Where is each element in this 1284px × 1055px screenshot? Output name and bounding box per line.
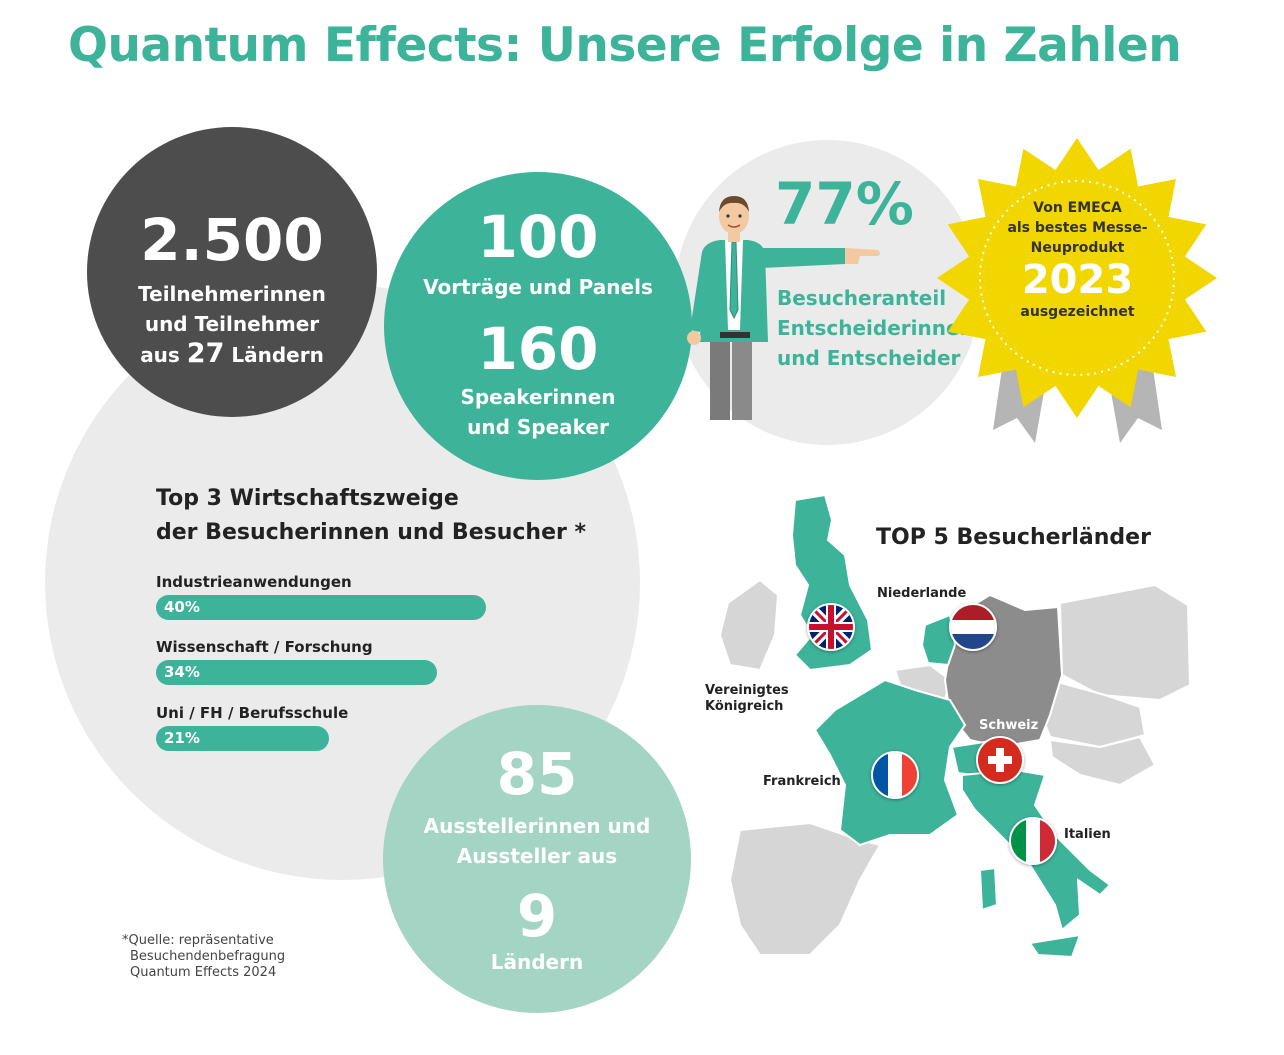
map-label-schweiz: Schweiz bbox=[979, 718, 1039, 733]
talks-label: Vorträge und Panels bbox=[423, 275, 653, 299]
talks-number: 100 bbox=[477, 203, 599, 271]
decision-makers-line1: Besucheranteil bbox=[777, 286, 947, 310]
participants-circle: 2.500 Teilnehmerinnen und Teilnehmer aus… bbox=[87, 127, 377, 417]
exhibitors-line1: Ausstellerinnen und bbox=[423, 814, 651, 838]
industry-bar-1: 40% bbox=[156, 595, 486, 620]
award-badge bbox=[937, 138, 1217, 443]
talks-circle: 100 Vorträge und Panels 160 Speakerinnen… bbox=[384, 172, 692, 480]
award-year: 2023 bbox=[1021, 257, 1134, 303]
map-heading: TOP 5 Besucherländer bbox=[876, 525, 1151, 550]
decision-makers-line3: und Entscheider bbox=[777, 346, 961, 370]
presenter-illustration bbox=[687, 196, 880, 420]
map-east bbox=[1058, 583, 1192, 702]
award-line3: Neuprodukt bbox=[1030, 240, 1125, 256]
industry-label-3: Uni / FH / Berufsschule bbox=[156, 704, 349, 722]
map-balkans bbox=[1048, 735, 1157, 787]
participants-label-line1: Teilnehmerinnen bbox=[138, 282, 326, 306]
map-iberia bbox=[728, 821, 882, 956]
map-netherlands bbox=[920, 613, 957, 667]
flag-italy-icon bbox=[1009, 817, 1057, 865]
industry-label-2: Wissenschaft / Forschung bbox=[156, 638, 373, 656]
industry-bar-2: 34% bbox=[156, 660, 437, 685]
decision-makers-percent: 77% bbox=[775, 170, 914, 238]
map-sardinia bbox=[978, 866, 999, 912]
industry-bar-3: 21% bbox=[156, 726, 329, 751]
speaker-label-line1: Speakerinnen bbox=[460, 385, 616, 409]
flag-uk-icon bbox=[807, 603, 855, 651]
decision-makers-line2: Entscheiderinnen bbox=[777, 316, 974, 340]
participants-label-line3: aus 27 Ländern bbox=[140, 338, 324, 369]
map-label-uk: Vereinigtes Königreich bbox=[705, 683, 789, 714]
award-line2: als bestes Messe- bbox=[1007, 220, 1148, 236]
footnote-line1: *Quelle: repräsentative bbox=[122, 933, 274, 948]
exhibitors-line3: Ländern bbox=[490, 950, 584, 974]
participants-number: 2.500 bbox=[140, 206, 324, 274]
exhibitors-line2: Aussteller aus bbox=[456, 844, 618, 868]
flag-switzerland-icon bbox=[976, 736, 1024, 784]
exhibitors-number: 85 bbox=[496, 740, 578, 808]
map-sicily bbox=[1028, 933, 1082, 959]
map-label-niederlande: Niederlande bbox=[877, 586, 967, 601]
exhibitors-circle: 85 Ausstellerinnen und Aussteller aus 9 … bbox=[383, 705, 691, 1013]
flag-netherlands-icon bbox=[949, 603, 997, 651]
exhibitor-countries: 9 bbox=[516, 882, 558, 950]
speaker-label-line2: und Speaker bbox=[467, 415, 609, 439]
participants-countries: 27 bbox=[186, 338, 225, 369]
speaker-number: 160 bbox=[477, 315, 599, 383]
industries-heading: Top 3 Wirtschaftszweige der Besucherinne… bbox=[156, 486, 587, 545]
industry-label-1: Industrieanwendungen bbox=[156, 573, 352, 591]
footnote-line3: Quantum Effects 2024 bbox=[130, 965, 277, 980]
award-line1: Von EMECA bbox=[1033, 200, 1122, 216]
award-line4: ausgezeichnet bbox=[1020, 304, 1135, 320]
flag-france-icon bbox=[871, 751, 919, 799]
participants-label-line2: und Teilnehmer bbox=[144, 312, 320, 336]
footnote-line2: Besuchendenbefragung bbox=[130, 949, 286, 964]
map-label-frankreich: Frankreich bbox=[763, 774, 841, 789]
map-label-italien: Italien bbox=[1064, 827, 1111, 842]
europe-map bbox=[718, 493, 1192, 959]
map-ireland bbox=[718, 578, 780, 672]
page-title: Quantum Effects: Unsere Erfolge in Zahle… bbox=[68, 18, 1182, 73]
